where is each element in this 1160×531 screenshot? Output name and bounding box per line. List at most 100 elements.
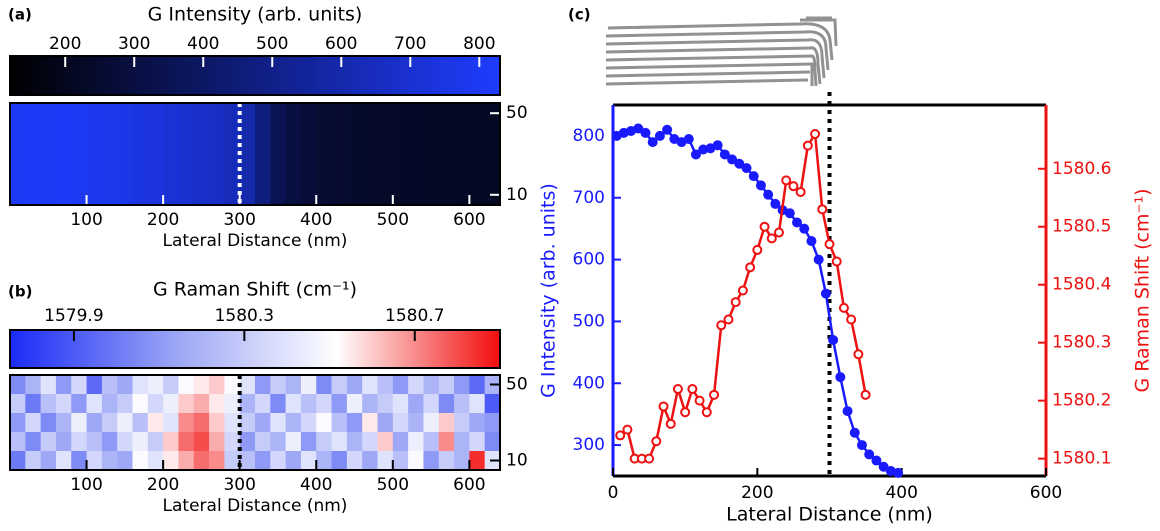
heatmap-cell bbox=[209, 394, 225, 414]
x-axis-label: Lateral Distance (nm) bbox=[726, 504, 933, 526]
heatmap-cell bbox=[300, 103, 317, 206]
colorbar-tick-label: 400 bbox=[187, 34, 219, 54]
heatmap-cell bbox=[25, 413, 42, 433]
heatmap-cell bbox=[224, 413, 241, 433]
heatmap-cell bbox=[40, 432, 57, 452]
heatmap-cell bbox=[362, 394, 378, 414]
data-point bbox=[792, 217, 803, 228]
heatmap-cell bbox=[392, 375, 409, 395]
heatmap-cell bbox=[408, 375, 424, 395]
heatmap-cell bbox=[300, 375, 317, 395]
heatmap-cell bbox=[86, 432, 103, 452]
data-point bbox=[784, 208, 795, 219]
data-point bbox=[788, 181, 799, 192]
y2-tick-label: 1580.2 bbox=[1052, 391, 1111, 411]
heatmap-cell bbox=[117, 394, 133, 414]
heatmap-cell bbox=[285, 394, 302, 414]
heatmap-cell bbox=[209, 103, 225, 206]
data-point bbox=[690, 149, 701, 160]
heatmap-cell bbox=[454, 413, 470, 433]
data-point bbox=[766, 233, 777, 244]
data-point bbox=[683, 134, 694, 145]
x-axis-label: Lateral Distance (nm) bbox=[163, 231, 348, 251]
heatmap-cell bbox=[147, 375, 164, 395]
heatmap-cell bbox=[408, 413, 424, 433]
panel-label: (a) bbox=[8, 6, 32, 24]
heatmap-cell bbox=[40, 103, 57, 206]
heatmap-cell bbox=[300, 394, 317, 414]
heatmap-cell bbox=[71, 413, 88, 433]
heatmap-cell bbox=[362, 375, 378, 395]
heatmap-cell bbox=[55, 451, 72, 471]
data-point bbox=[871, 455, 882, 466]
heatmap-cell bbox=[117, 375, 133, 395]
data-point bbox=[719, 149, 730, 160]
heatmap-cell bbox=[132, 394, 149, 414]
heatmap-cell bbox=[25, 103, 42, 206]
x-tick-label: 500 bbox=[377, 475, 409, 495]
heatmap-cell bbox=[408, 432, 424, 452]
colorbar-tick-label: 1580.3 bbox=[215, 306, 274, 326]
heatmap-cell bbox=[224, 432, 241, 452]
x-tick-label: 300 bbox=[223, 210, 255, 230]
x-tick-label: 300 bbox=[223, 475, 255, 495]
heatmap-cell bbox=[316, 375, 333, 395]
heatmap-cell bbox=[55, 394, 72, 414]
data-point bbox=[838, 302, 849, 313]
heatmap-cell bbox=[10, 103, 26, 206]
data-point bbox=[820, 288, 831, 299]
y-tick-label: 10 bbox=[506, 185, 528, 205]
x-tick-label: 0 bbox=[608, 483, 619, 503]
data-point bbox=[842, 406, 853, 417]
heatmap-cell bbox=[163, 413, 179, 433]
heatmap-cell bbox=[224, 451, 241, 471]
colorbar-tick-label: 200 bbox=[49, 34, 81, 54]
y2-tick-label: 1580.3 bbox=[1052, 333, 1111, 353]
heatmap-cell bbox=[331, 103, 348, 206]
heatmap-cell bbox=[40, 451, 57, 471]
colorbar-tick-label: 700 bbox=[394, 34, 426, 54]
heatmap-cell bbox=[55, 103, 72, 206]
x-tick-label: 400 bbox=[300, 210, 332, 230]
heatmap-cell bbox=[101, 413, 118, 433]
heatmap-cell bbox=[346, 394, 363, 414]
heatmap-cell bbox=[132, 103, 149, 206]
data-point bbox=[864, 449, 875, 460]
data-point bbox=[853, 349, 864, 360]
heatmap-cell bbox=[362, 103, 378, 206]
heatmap-cell bbox=[178, 103, 195, 206]
data-point bbox=[752, 244, 763, 255]
heatmap-cell bbox=[117, 451, 133, 471]
data-point bbox=[734, 158, 745, 169]
heatmap-cell bbox=[163, 394, 179, 414]
heatmap-cell bbox=[147, 451, 164, 471]
heatmap-cell bbox=[239, 432, 256, 452]
heatmap-cell bbox=[438, 432, 455, 452]
x-tick-label: 500 bbox=[377, 210, 409, 230]
heatmap-cell bbox=[25, 432, 42, 452]
heatmap-cell bbox=[178, 451, 195, 471]
y-axis-label: G Intensity (arb. units) bbox=[538, 183, 560, 398]
y2-tick-label: 1580.4 bbox=[1052, 275, 1111, 295]
heatmap-cell bbox=[25, 375, 42, 395]
x-tick-label: 100 bbox=[70, 475, 102, 495]
heatmap-cell bbox=[86, 413, 103, 433]
data-point bbox=[835, 372, 846, 383]
heatmap-cell bbox=[454, 432, 470, 452]
data-point bbox=[672, 384, 683, 395]
heatmap-cell bbox=[300, 432, 317, 452]
heatmap-cell bbox=[163, 103, 179, 206]
heatmap-cell bbox=[55, 413, 72, 433]
data-point bbox=[680, 407, 691, 418]
heatmap-cell bbox=[163, 432, 179, 452]
heatmap-cell bbox=[454, 103, 470, 206]
y-tick-label: 500 bbox=[573, 311, 605, 331]
heatmap-cell bbox=[270, 451, 287, 471]
x-tick-label: 600 bbox=[453, 210, 485, 230]
heatmap-cell bbox=[117, 413, 133, 433]
heatmap-cell bbox=[270, 103, 287, 206]
heatmap-cell bbox=[71, 375, 88, 395]
heatmap-cell bbox=[10, 413, 26, 433]
heatmap-cell bbox=[469, 103, 486, 206]
